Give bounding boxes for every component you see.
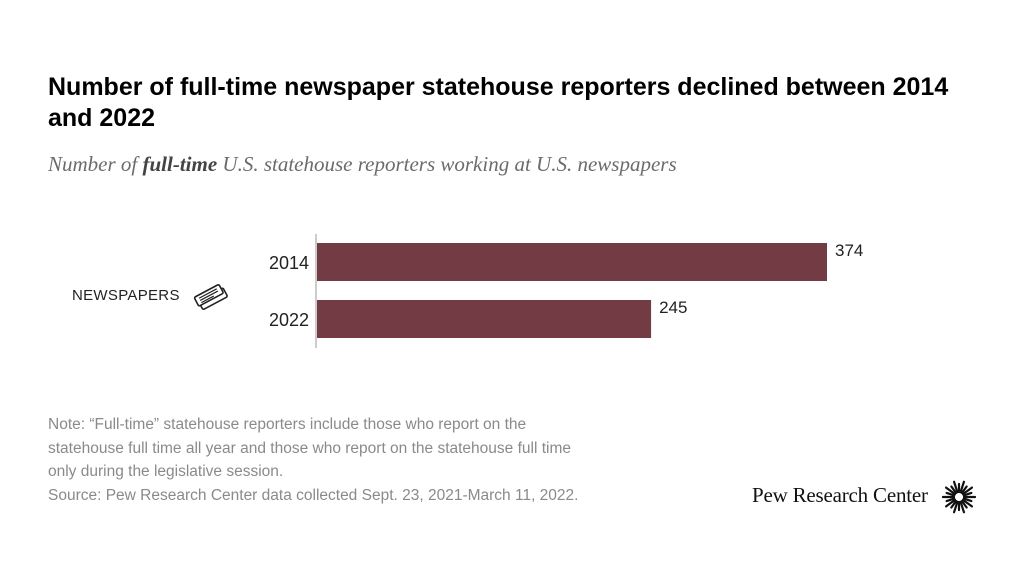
category-tick-label: 2022 (269, 310, 309, 330)
bar-2022 (317, 300, 652, 338)
data-value-label: 245 (659, 298, 687, 317)
data-value-label: 374 (835, 241, 863, 260)
category-label: NEWSPAPERS (72, 287, 180, 304)
note-line-2: statehouse full time all year and those … (48, 439, 571, 457)
newspaper-icon (193, 284, 228, 311)
subtitle-suffix: U.S. statehouse reporters working at U.S… (217, 152, 677, 176)
brand-name: Pew Research Center (752, 483, 928, 507)
chart-note: Note: “Full-time” statehouse reporters i… (48, 413, 708, 507)
subtitle-emphasis: full-time (142, 152, 218, 176)
note-line-1: Note: “Full-time” statehouse reporters i… (48, 416, 527, 433)
chart-subtitle: Number of full-time U.S. statehouse repo… (48, 152, 677, 177)
pew-sunburst-logo (942, 480, 976, 514)
source-line: Source: Pew Research Center data collect… (48, 486, 579, 504)
bar-2014 (317, 243, 827, 281)
subtitle-prefix: Number of (48, 152, 143, 176)
category-tick-label: 2014 (269, 253, 309, 273)
bars-group: 2014 374 2022 245 (269, 241, 863, 338)
chart-title: Number of full-time newspaper statehouse… (48, 73, 949, 132)
note-line-3: only during the legislative session. (48, 463, 284, 480)
